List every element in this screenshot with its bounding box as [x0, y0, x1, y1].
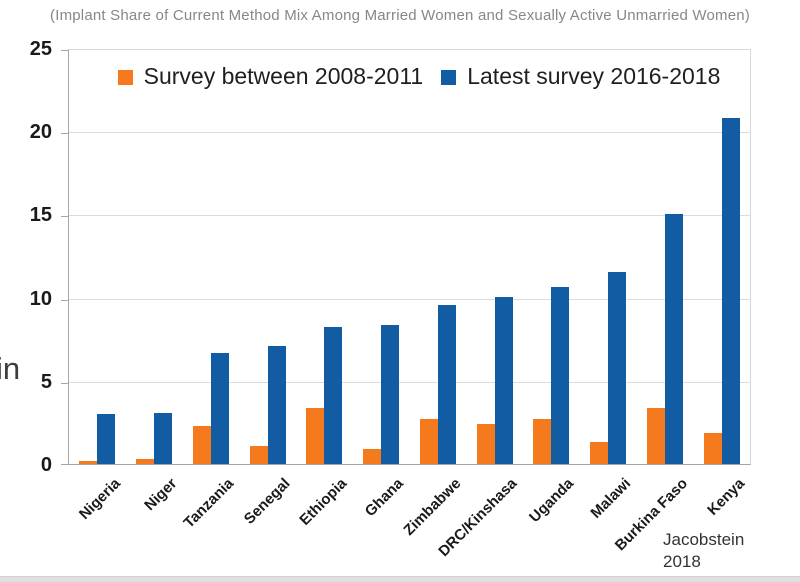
y-tick-mark-25	[61, 50, 69, 51]
bar-group-nigeria: Nigeria	[69, 50, 126, 523]
bar-survey-2016-2018	[154, 412, 173, 464]
y-tick-label-10: 10	[29, 287, 52, 310]
bar-survey-2016-2018	[494, 296, 513, 464]
plot-area: Nigeria Niger Tanzania Senegal Ethiopia Ghana…	[61, 49, 751, 560]
y-tick-label-5: 5	[40, 370, 52, 393]
y-axis: 0 5 10 15 20 25	[0, 39, 52, 475]
bar-group-zimbabwe: Zimbabwe	[400, 50, 467, 539]
bar-survey-2008-2011	[533, 419, 552, 464]
bar-group-uganda: Uganda	[523, 50, 580, 526]
source-note-line2: 2018	[663, 552, 701, 571]
bar-survey-2008-2011	[476, 424, 495, 464]
legend-label-2008-2011: Survey between 2008-2011	[143, 63, 424, 89]
x-axis-label: Tanzania	[180, 475, 237, 532]
x-axis-label: Nigeria	[75, 475, 124, 523]
bar-survey-2016-2018	[608, 271, 627, 464]
y-tick-mark-20	[61, 133, 69, 135]
legend-swatch-blue	[441, 70, 457, 85]
x-axis-label: Ghana	[362, 475, 408, 521]
bar-survey-2008-2011	[703, 432, 722, 464]
bar-survey-2008-2011	[590, 442, 609, 464]
gridline-20	[69, 132, 750, 134]
y-tick-mark-5	[61, 382, 69, 384]
bar-group-ethiopia: Ethiopia	[296, 50, 353, 529]
y-tick-mark-0	[61, 464, 69, 465]
x-axis-label: Kenya	[703, 475, 748, 519]
bar-group-kenya: Kenya	[693, 50, 750, 519]
bar-survey-2008-2011	[419, 419, 438, 464]
bar-survey-2016-2018	[210, 353, 229, 464]
bar-survey-2016-2018	[664, 213, 683, 464]
gridline-5	[69, 381, 750, 383]
legend-item-2008-2011: Survey between 2008-2011	[117, 63, 424, 90]
gridline-10	[69, 298, 750, 300]
bar-group-senegal: Senegal	[239, 50, 296, 528]
bar-survey-2008-2011	[646, 407, 665, 464]
x-axis-label: Niger	[141, 475, 181, 515]
x-axis-label: Malawi	[587, 475, 635, 522]
bar-group-tanzania: Tanzania	[180, 50, 240, 532]
y-tick-label-20: 20	[29, 121, 52, 144]
legend-item-2016-2018: Latest survey 2016-2018	[441, 63, 720, 90]
bar-survey-2008-2011	[192, 425, 211, 464]
bottom-edge-strip	[0, 576, 800, 582]
bar-survey-2008-2011	[136, 459, 155, 464]
y-tick-label-15: 15	[29, 204, 52, 227]
x-axis-label: Ethiopia	[296, 475, 351, 529]
x-axis-label: Senegal	[240, 475, 294, 528]
y-tick-mark-10	[61, 299, 69, 301]
bar-survey-2016-2018	[721, 117, 740, 464]
y-tick-mark-15	[61, 216, 69, 218]
legend: Survey between 2008-2011 Latest survey 2…	[68, 63, 770, 90]
bars-row: Nigeria Niger Tanzania Senegal Ethiopia Ghana…	[69, 50, 750, 560]
bar-survey-2016-2018	[381, 324, 400, 464]
legend-swatch-orange	[117, 70, 133, 85]
bar-survey-2016-2018	[437, 305, 456, 464]
x-axis-label: Uganda	[526, 475, 578, 526]
bar-survey-2016-2018	[324, 326, 343, 464]
gridline-15	[69, 215, 750, 217]
bar-survey-2016-2018	[97, 414, 116, 464]
y-tick-label-0: 0	[40, 454, 52, 476]
bar-group-burkina-faso: Burkina Faso	[612, 50, 694, 554]
bar-survey-2008-2011	[79, 460, 98, 464]
bar-survey-2016-2018	[551, 286, 570, 464]
bar-survey-2008-2011	[249, 445, 268, 464]
bar-group-ghana: Ghana	[353, 50, 410, 520]
source-note-line1: Jacobstein	[663, 530, 745, 549]
bar-survey-2016-2018	[267, 346, 286, 464]
bar-survey-2008-2011	[306, 407, 325, 464]
bar-group-malawi: Malawi	[580, 50, 637, 522]
bar-group-niger: Niger	[126, 50, 183, 514]
y-tick-label-25: 25	[29, 38, 52, 60]
bar-survey-2008-2011	[363, 449, 382, 464]
y-axis-label-fragment: in	[0, 351, 21, 386]
source-note: Jacobstein 2018	[663, 529, 744, 573]
bar-group-drc-kinshasa: DRC/Kinshasa	[436, 50, 523, 560]
chart-title: (Implant Share of Current Method Mix Amo…	[50, 7, 750, 24]
legend-label-2016-2018: Latest survey 2016-2018	[467, 63, 721, 89]
